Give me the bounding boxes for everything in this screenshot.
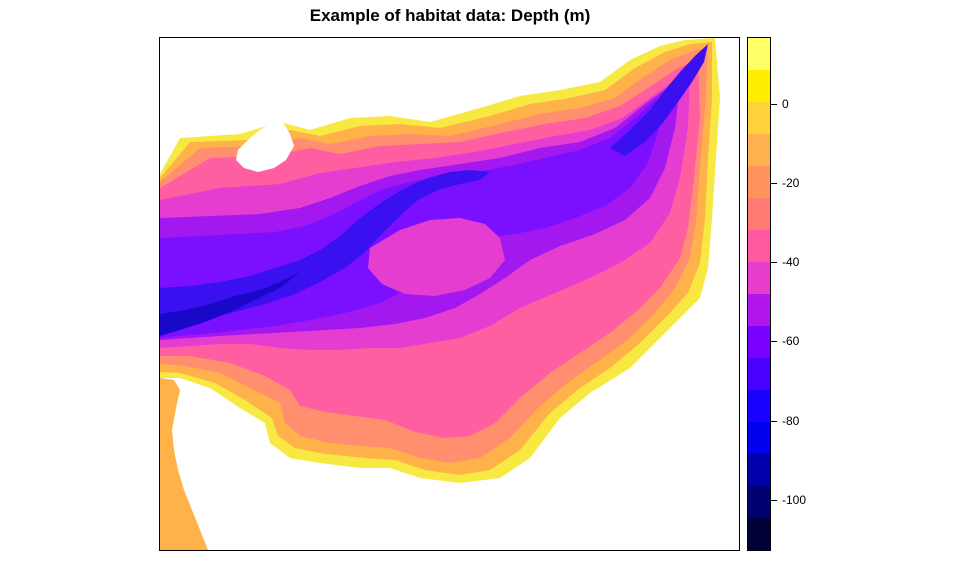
depth-zone-sw-fringe [160, 378, 208, 550]
legend-swatch [748, 454, 770, 487]
depth-zone-deep-core [160, 272, 300, 336]
depth-zone-blue-channel [160, 170, 490, 334]
legend-swatch [748, 102, 770, 135]
legend-tick-label: -40 [782, 255, 800, 270]
depth-raster-map [160, 38, 720, 550]
land-north-embayment [236, 120, 294, 172]
legend-swatch [748, 358, 770, 391]
legend-swatch [748, 134, 770, 167]
legend-swatch [748, 422, 770, 455]
color-scale-bar [748, 38, 770, 550]
legend-swatch [748, 70, 770, 103]
legend-swatch [748, 390, 770, 423]
legend-tick-mark [771, 420, 777, 422]
legend-tick-mark [771, 262, 777, 264]
depth-zone-ne-trench [610, 44, 708, 156]
legend-tick-label: -100 [782, 492, 807, 507]
plot-title: Example of habitat data: Depth (m) [309, 6, 591, 25]
legend-tick-mark [771, 341, 777, 343]
legend-swatch [748, 294, 770, 327]
depth-zone-central-plateau [368, 218, 505, 296]
legend-swatch [748, 38, 770, 71]
legend-swatch [748, 262, 770, 295]
legend-swatch [748, 230, 770, 263]
legend-tick-mark [771, 104, 777, 106]
color-scale-legend [747, 37, 771, 551]
legend-tick-label: -20 [782, 176, 800, 191]
legend-swatch [748, 166, 770, 199]
legend-tick-mark [771, 499, 777, 501]
depth-map-panel [159, 37, 740, 551]
legend-tick-label: -60 [782, 334, 800, 349]
legend-tick-mark [771, 183, 777, 185]
legend-tick-label: 0 [782, 97, 789, 112]
legend-swatch [748, 198, 770, 231]
legend-tick-label: -80 [782, 413, 800, 428]
legend-swatch [748, 326, 770, 359]
legend-swatch [748, 486, 770, 519]
legend-swatch [748, 518, 770, 550]
